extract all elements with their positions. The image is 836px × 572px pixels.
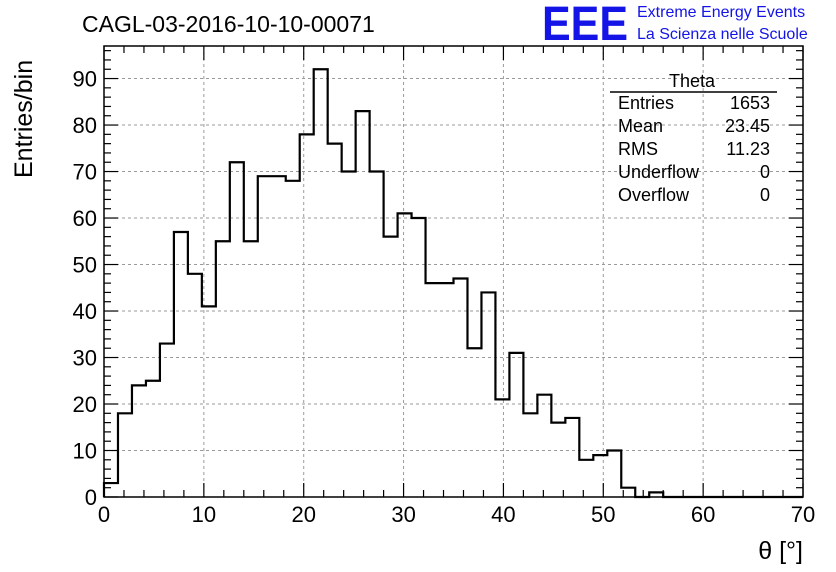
x-tick-label: 60 — [691, 502, 715, 527]
stats-rows: Entries 1653 Mean 23.45 RMS 11.23 Underflow 0 Ov… — [618, 93, 770, 205]
stats-row-label: Mean — [618, 116, 663, 136]
y-tick-label: 10 — [73, 439, 97, 464]
histogram-bin — [286, 181, 300, 497]
stats-row-label: Overflow — [618, 185, 690, 205]
x-tick-label: 50 — [591, 502, 615, 527]
histogram-bin — [370, 172, 384, 497]
plot-border — [103, 45, 804, 498]
y-tick-label: 60 — [73, 206, 97, 231]
histogram-bin — [118, 413, 132, 497]
histogram-bin — [481, 292, 495, 497]
eee-logo: EEE — [542, 0, 628, 51]
histogram-bin — [509, 353, 523, 497]
stats-row-label: RMS — [618, 139, 658, 159]
y-tick-label: 50 — [73, 253, 97, 278]
stats-row-label: Entries — [618, 93, 674, 113]
histogram-bin — [495, 399, 509, 497]
stats-row-value: 0 — [760, 162, 770, 182]
x-tick-label: 40 — [491, 502, 515, 527]
y-tick-label: 90 — [73, 67, 97, 92]
x-tick-label: 0 — [98, 502, 110, 527]
brand-line-2: La Scienza nelle Scuole — [637, 26, 808, 43]
y-tick-label: 70 — [73, 160, 97, 185]
histogram-bin — [300, 134, 314, 497]
stats-row-value: 23.45 — [725, 116, 770, 136]
histogram-bin — [132, 385, 146, 497]
x-axis-label: θ [°] — [758, 537, 803, 565]
stats-row-value: 11.23 — [726, 139, 770, 159]
histogram-bin — [440, 283, 454, 497]
histogram-bin — [398, 213, 412, 497]
axis-ticks — [103, 46, 804, 498]
histogram-bin — [356, 111, 370, 497]
y-tick-label: 30 — [73, 346, 97, 371]
histogram-bin — [551, 423, 565, 497]
histogram-bin — [467, 348, 481, 497]
histogram-outline — [102, 68, 803, 499]
x-tick-label: 10 — [192, 502, 216, 527]
histogram-bin — [258, 176, 272, 497]
histogram-bin — [607, 451, 621, 497]
histogram-bin — [104, 483, 118, 497]
y-tick-label: 80 — [73, 113, 97, 138]
stats-box: Theta Entries 1653 Mean 23.45 RMS 11.23 Underf… — [610, 71, 777, 205]
histogram-bin — [384, 237, 398, 497]
histogram-bin — [160, 344, 174, 497]
y-tick-label: 0 — [85, 485, 97, 510]
histogram-bin — [565, 418, 579, 497]
histogram-bin — [328, 144, 342, 497]
histogram-bin — [579, 460, 593, 497]
x-tick-label: 70 — [791, 502, 815, 527]
stats-row-value: 0 — [760, 185, 770, 205]
y-tick-labels: 0 10 20 30 40 50 60 70 80 90 — [73, 67, 97, 510]
histogram-step-line — [102, 68, 803, 499]
histogram-bin — [146, 381, 160, 497]
histogram-bin — [426, 283, 440, 497]
stats-row-value: 1653 — [730, 93, 770, 113]
x-tick-label: 20 — [291, 502, 315, 527]
y-tick-label: 20 — [73, 392, 97, 417]
plot-frame — [103, 45, 804, 498]
histogram-bin — [537, 395, 551, 497]
x-tick-labels: 0 10 20 30 40 50 60 70 — [98, 502, 815, 527]
histogram-bin — [230, 162, 244, 497]
stats-title: Theta — [669, 71, 716, 91]
histogram-bin — [523, 413, 537, 497]
y-axis-label: Entries/bin — [10, 60, 38, 178]
chart-title: CAGL-03-2016-10-10-00071 — [82, 11, 375, 37]
histogram-bin — [272, 176, 286, 497]
x-tick-label: 30 — [391, 502, 415, 527]
histogram-bin — [216, 241, 230, 497]
histogram-bin — [188, 274, 202, 497]
histogram-bin — [244, 241, 258, 497]
histogram-bin — [342, 172, 356, 497]
y-tick-label: 40 — [73, 299, 97, 324]
histogram-bin — [174, 232, 188, 497]
grid-lines — [104, 46, 803, 497]
histogram-bin — [314, 69, 328, 497]
brand-line-1: Extreme Energy Events — [637, 4, 805, 21]
stats-row-label: Underflow — [618, 162, 700, 182]
histogram-bin — [593, 455, 607, 497]
